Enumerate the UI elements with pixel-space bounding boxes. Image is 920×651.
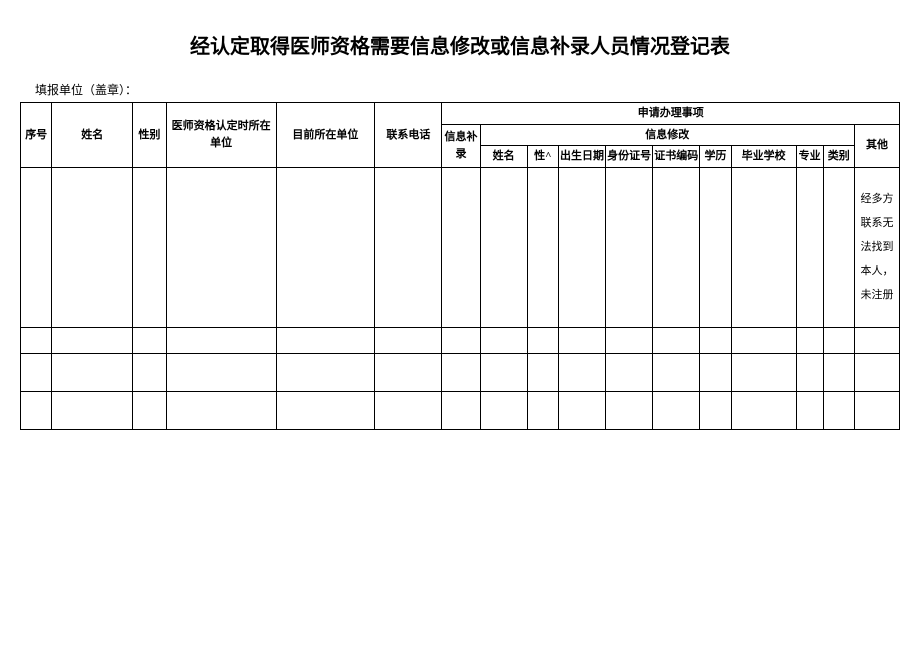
- col-mod-edu: 学历: [700, 146, 731, 168]
- col-mod-type: 类别: [823, 146, 854, 168]
- col-current-unit: 目前所在单位: [276, 103, 375, 168]
- col-mod-name: 姓名: [480, 146, 527, 168]
- col-request-group: 申请办理事项: [442, 103, 900, 125]
- table-row: [21, 353, 900, 391]
- table-row: 经多方联系无法找到本人，未注册: [21, 167, 900, 327]
- col-mod-major: 专业: [796, 146, 823, 168]
- col-name: 姓名: [52, 103, 133, 168]
- col-mod-certno: 证书编码: [653, 146, 700, 168]
- filler-unit-label: 填报单位（盖章）：: [35, 81, 900, 98]
- col-modify-group: 信息修改: [480, 124, 854, 146]
- col-other: 其他: [854, 124, 899, 167]
- col-mod-birth: 出生日期: [559, 146, 606, 168]
- page-title: 经认定取得医师资格需要信息修改或信息补录人员情况登记表: [20, 30, 900, 59]
- col-cert-unit: 医师资格认定时所在单位: [166, 103, 276, 168]
- table-row: [21, 391, 900, 429]
- col-seq: 序号: [21, 103, 52, 168]
- col-mod-school: 毕业学校: [731, 146, 796, 168]
- registration-table: 序号 姓名 性别 医师资格认定时所在单位 目前所在单位 联系电话 申请办理事项 …: [20, 102, 900, 430]
- col-gender: 性别: [133, 103, 167, 168]
- col-mod-id: 身份证号: [606, 146, 653, 168]
- col-mod-gender: 性^: [527, 146, 558, 168]
- col-supplement: 信息补录: [442, 124, 480, 167]
- table-row: [21, 327, 900, 353]
- row-note: 经多方联系无法找到本人，未注册: [854, 167, 899, 327]
- col-phone: 联系电话: [375, 103, 442, 168]
